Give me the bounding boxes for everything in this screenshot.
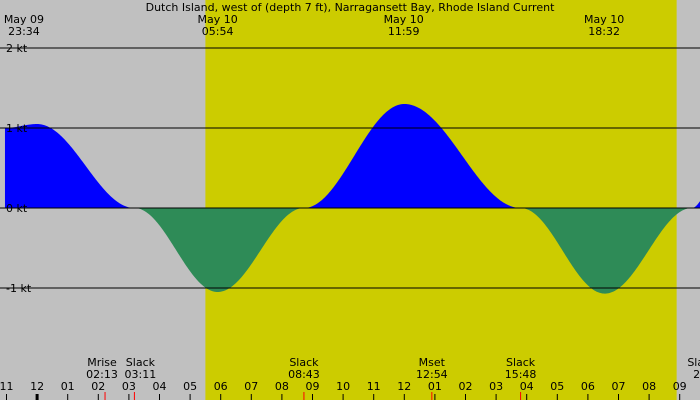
x-tick-label: 11 bbox=[367, 380, 381, 393]
x-tick-label: 08 bbox=[642, 380, 656, 393]
y-tick-label: -1 kt bbox=[6, 282, 32, 295]
event-name-label: Slack bbox=[506, 356, 536, 369]
event-time-label: 02:13 bbox=[86, 368, 118, 381]
x-tick-label: 07 bbox=[244, 380, 258, 393]
x-tick-label: 05 bbox=[183, 380, 197, 393]
x-tick-label: 06 bbox=[214, 380, 228, 393]
top-time-label: 05:54 bbox=[202, 25, 234, 38]
event-time-label: 03:11 bbox=[125, 368, 157, 381]
bottom-event-labels: Mrise02:13Slack03:11Slack08:43Mset12:54S… bbox=[86, 356, 700, 400]
top-date-label: May 10 bbox=[384, 13, 424, 26]
y-tick-label: 1 kt bbox=[6, 122, 28, 135]
y-gridlines: 2 kt 1 kt 0 kt -1 kt bbox=[0, 42, 700, 295]
event-name-label: Slack bbox=[289, 356, 319, 369]
x-tick-label: 09 bbox=[306, 380, 320, 393]
event-time-label: 08:43 bbox=[288, 368, 320, 381]
x-tick-label: 09 bbox=[673, 380, 687, 393]
x-tick-label: 04 bbox=[153, 380, 167, 393]
chart-title: Dutch Island, west of (depth 7 ft), Narr… bbox=[146, 1, 555, 14]
x-tick-label: 02 bbox=[459, 380, 473, 393]
x-tick-label: 01 bbox=[428, 380, 442, 393]
top-date-label: May 10 bbox=[198, 13, 238, 26]
x-tick-label: 03 bbox=[122, 380, 136, 393]
event-name-label: Mrise bbox=[87, 356, 117, 369]
y-tick-label: 2 kt bbox=[6, 42, 28, 55]
x-tick-label: 03 bbox=[489, 380, 503, 393]
top-time-label: 18:32 bbox=[588, 25, 620, 38]
event-time-label: 15:48 bbox=[505, 368, 537, 381]
y-tick-label: 0 kt bbox=[6, 202, 28, 215]
event-name-label: Mset bbox=[419, 356, 446, 369]
event-name-label: Slack bbox=[687, 356, 700, 369]
x-axis-hour-ticks: 11 12 01 02 03 04 05 06 07 08 09 10 11 12 01 02 03 04 05 06… bbox=[0, 380, 687, 400]
top-date-label: May 09 bbox=[4, 13, 44, 26]
top-time-label: 23:34 bbox=[8, 25, 40, 38]
top-date-label: May 10 bbox=[584, 13, 624, 26]
x-tick-label: 04 bbox=[520, 380, 534, 393]
x-tick-label: 11 bbox=[0, 380, 14, 393]
x-tick-label: 12 bbox=[30, 380, 44, 393]
x-tick-label: 02 bbox=[91, 380, 105, 393]
x-tick-label: 01 bbox=[61, 380, 75, 393]
flood-current-area bbox=[4, 104, 700, 208]
top-time-label: 11:59 bbox=[388, 25, 420, 38]
x-tick-label: 12 bbox=[397, 380, 411, 393]
event-time-label: 21: bbox=[693, 368, 700, 381]
event-time-label: 12:54 bbox=[416, 368, 448, 381]
x-tick-label: 08 bbox=[275, 380, 289, 393]
ebb-current-area bbox=[4, 208, 700, 294]
event-name-label: Slack bbox=[126, 356, 156, 369]
x-tick-label: 06 bbox=[581, 380, 595, 393]
x-tick-label: 05 bbox=[550, 380, 564, 393]
x-tick-label: 10 bbox=[336, 380, 350, 393]
x-tick-label: 07 bbox=[612, 380, 626, 393]
